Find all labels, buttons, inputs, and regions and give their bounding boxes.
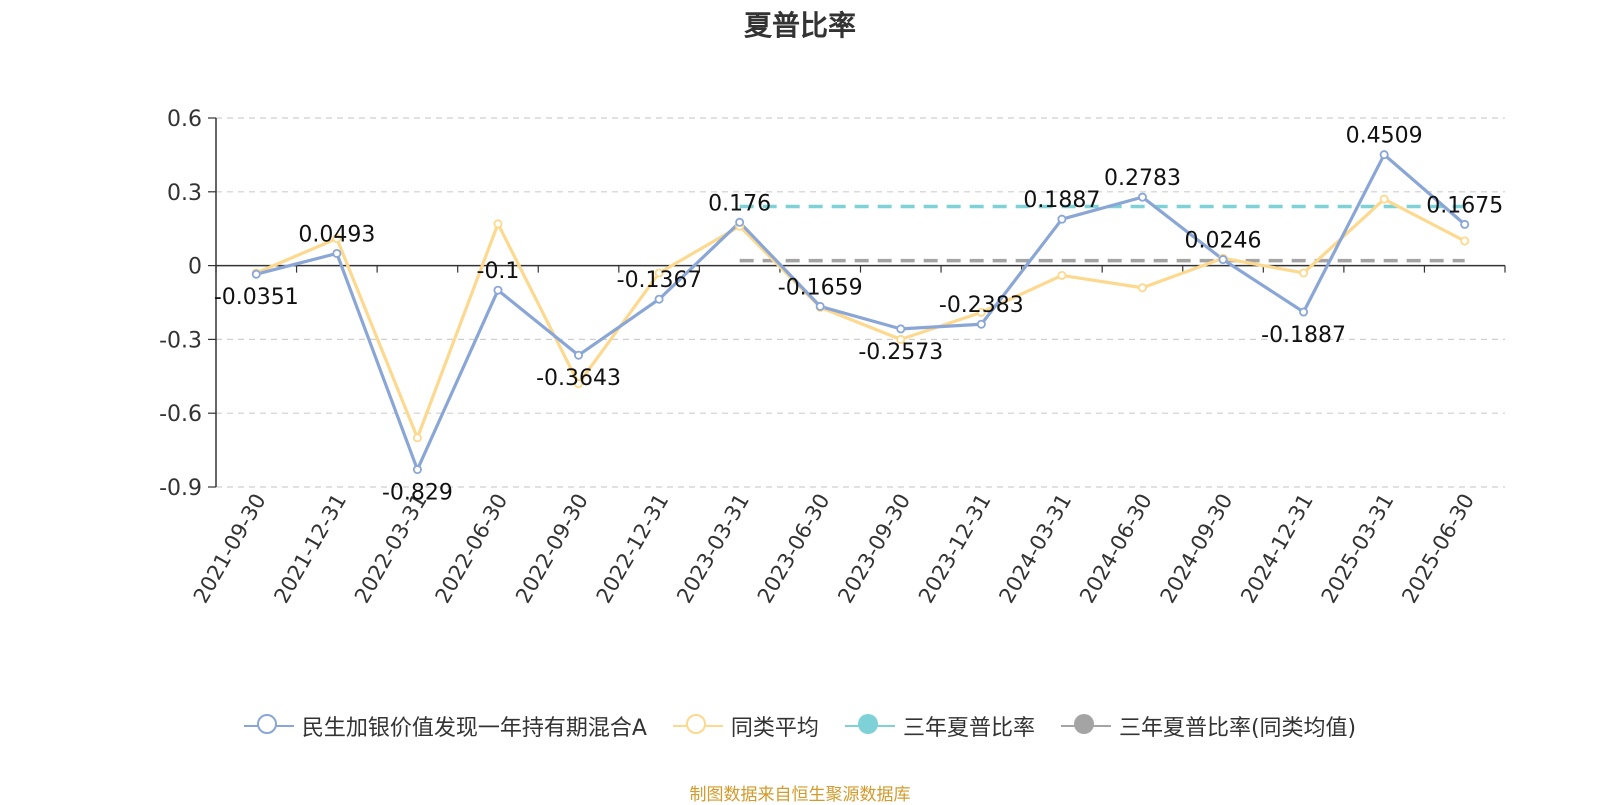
x-tick-label: 2025-06-30 <box>1397 490 1479 608</box>
data-label: -0.0351 <box>214 285 299 310</box>
legend-item-peer-average[interactable]: 同类平均 <box>672 710 819 742</box>
legend-peer-marker-icon <box>672 713 723 739</box>
data-label: -0.2383 <box>939 293 1024 318</box>
data-point <box>1379 150 1389 160</box>
x-tick-label: 2024-06-30 <box>1075 490 1157 608</box>
data-point <box>493 219 503 229</box>
chart-title: 夏普比率 <box>743 9 856 42</box>
x-tick-label: 2024-09-30 <box>1156 490 1238 608</box>
data-label: 0.0493 <box>298 222 375 247</box>
source-footer: 制图数据来自恒生聚源数据库 <box>689 785 911 805</box>
series-points <box>251 150 1470 475</box>
data-label: -0.1367 <box>617 268 702 293</box>
data-point <box>1057 270 1067 280</box>
y-tick-label: 0.6 <box>167 107 202 132</box>
reference-lines <box>739 204 1465 263</box>
data-point <box>896 334 906 344</box>
series-line <box>255 153 1466 472</box>
data-point <box>251 269 261 279</box>
x-tick-label: 2023-09-30 <box>833 490 915 608</box>
data-label: 0.4509 <box>1346 124 1423 149</box>
data-labels: -0.0351 0.0493 -0.829 -0.1 -0.3643 -0.1367 0.1… <box>214 124 1503 506</box>
legend: 民生加银价值发现一年持有期混合A 同类平均 三年夏普比率 三年夏普比率(同类均值… <box>0 710 1600 742</box>
data-point <box>654 268 664 278</box>
x-tick-label: 2022-06-30 <box>430 490 512 608</box>
data-label: -0.1659 <box>778 275 863 300</box>
data-point <box>574 350 584 360</box>
axes: 0.60.30-0.3-0.6-0.92021-09-302021-12-312… <box>159 107 1506 608</box>
y-tick-label: 0.3 <box>167 181 202 206</box>
sharpe-ratio-chart: 0.60.30-0.3-0.6-0.92021-09-302021-12-312… <box>159 107 1506 608</box>
legend-item-fund[interactable]: 民生加银价值发现一年持有期混合A <box>243 710 647 742</box>
data-point <box>1137 283 1147 293</box>
data-point <box>332 234 342 244</box>
data-label: 0.1675 <box>1426 193 1503 218</box>
x-tick-label: 2022-03-31 <box>350 490 432 608</box>
legend-label-fund: 民生加银价值发现一年持有期混合A <box>301 716 647 741</box>
data-label: -0.829 <box>382 481 453 506</box>
data-label: 0.2783 <box>1104 166 1181 191</box>
data-label: 0.1887 <box>1023 188 1100 213</box>
y-tick-label: -0.3 <box>159 328 202 353</box>
data-point <box>412 433 422 443</box>
x-tick-label: 2021-12-31 <box>269 490 351 608</box>
data-point <box>654 294 664 304</box>
data-label: -0.2573 <box>858 340 943 365</box>
legend-fund-marker-icon <box>243 713 294 739</box>
data-point <box>815 301 825 311</box>
x-tick-label: 2023-12-31 <box>914 490 996 608</box>
x-tick-label: 2023-03-31 <box>672 490 754 608</box>
data-point <box>1137 192 1147 202</box>
data-point <box>1057 214 1067 224</box>
data-label: -0.3643 <box>536 366 621 391</box>
x-tick-label: 2021-09-30 <box>189 490 271 608</box>
legend-label-peer-average: 同类平均 <box>730 716 819 741</box>
data-point <box>896 324 906 334</box>
legend-label-three-year-sharpe: 三年夏普比率 <box>902 716 1035 741</box>
data-point <box>735 217 745 227</box>
y-tick-label: 0 <box>188 255 202 280</box>
data-point <box>574 379 584 389</box>
data-point <box>1299 268 1309 278</box>
x-tick-label: 2022-12-31 <box>592 490 674 608</box>
y-tick-label: -0.6 <box>159 402 202 427</box>
x-tick-label: 2022-09-30 <box>511 490 593 608</box>
data-point <box>493 285 503 295</box>
data-point <box>332 248 342 258</box>
data-label: -0.1 <box>477 259 520 284</box>
data-point <box>412 465 422 475</box>
legend-item-three-year-sharpe[interactable]: 三年夏普比率 <box>844 710 1035 742</box>
data-label: 0.0246 <box>1185 229 1262 254</box>
series-lines <box>255 153 1466 472</box>
data-point <box>1218 255 1228 265</box>
legend-item-three-year-sharpe-peer[interactable]: 三年夏普比率(同类均值) <box>1060 710 1357 742</box>
x-tick-label: 2025-03-31 <box>1317 490 1399 608</box>
x-tick-label: 2024-12-31 <box>1236 490 1318 608</box>
data-point <box>1460 236 1470 246</box>
data-point <box>1460 219 1470 229</box>
data-point <box>1379 194 1389 204</box>
data-label: -0.1887 <box>1261 323 1346 348</box>
y-tick-label: -0.9 <box>159 476 202 501</box>
data-point <box>1299 307 1309 317</box>
x-tick-label: 2024-03-31 <box>994 490 1076 608</box>
data-point <box>976 307 986 317</box>
series-line <box>255 197 1466 440</box>
data-label: 0.176 <box>708 191 771 216</box>
legend-three-year-marker-icon <box>844 713 895 739</box>
legend-label-three-year-sharpe-peer: 三年夏普比率(同类均值) <box>1118 716 1357 741</box>
data-point <box>976 319 986 329</box>
legend-three-year-peer-marker-icon <box>1060 713 1111 739</box>
x-tick-label: 2023-06-30 <box>753 490 835 608</box>
grid-lines <box>216 117 1505 488</box>
